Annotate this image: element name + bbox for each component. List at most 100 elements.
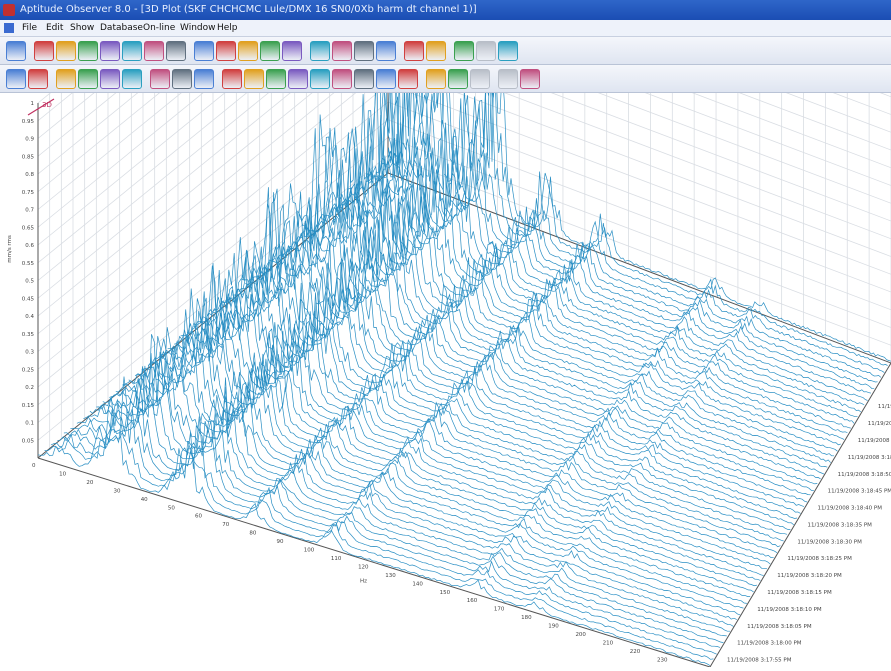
- x-tick-label: 0: [32, 463, 36, 469]
- zoom-out-icon[interactable]: [78, 69, 98, 89]
- disabled-icon[interactable]: [476, 41, 496, 61]
- marker-icon[interactable]: [6, 69, 26, 89]
- trend-icon[interactable]: [216, 41, 236, 61]
- shaft-icon[interactable]: [354, 41, 374, 61]
- cursor2-icon[interactable]: [172, 69, 192, 89]
- zoom-in-icon[interactable]: [56, 69, 76, 89]
- time-tick-label: 11/19/2008 3:18:25 PM: [787, 556, 852, 562]
- menu-online[interactable]: On-line: [143, 20, 175, 36]
- spectrum-trace: [155, 270, 771, 564]
- grid3-icon[interactable]: [244, 69, 264, 89]
- y-tick-label: 0.4: [25, 314, 34, 320]
- y-tick-label: 0.6: [25, 243, 34, 249]
- x-tick-label: 190: [548, 624, 559, 630]
- document-icon[interactable]: [4, 23, 14, 33]
- y-tick-label: 0.85: [22, 154, 35, 160]
- spectrum-trace: [57, 377, 720, 648]
- waterfall-plot[interactable]: 3D 0.05 0.1 0.15 0.2 0.25 0.3 0.35 0.4 0.45 0.5 0.5…: [0, 93, 891, 667]
- secondary-toolbar: [0, 65, 891, 93]
- window-icon[interactable]: [426, 69, 446, 89]
- x-tick-label: 70: [222, 522, 229, 528]
- time-tick-label: 11/19/2008 3:18:20 PM: [777, 573, 842, 579]
- spectrum-trace: [252, 196, 821, 479]
- spectrum-trace: [77, 353, 730, 631]
- orbit-icon[interactable]: [332, 41, 352, 61]
- grid2-icon[interactable]: [222, 69, 242, 89]
- window2-icon[interactable]: [448, 69, 468, 89]
- list-icon[interactable]: [260, 41, 280, 61]
- menu-window[interactable]: Window: [180, 20, 216, 36]
- menu-help[interactable]: Help: [217, 20, 238, 36]
- x-tick-label: 110: [331, 556, 342, 562]
- gear-icon[interactable]: [454, 41, 474, 61]
- time-tick-label: 11/19/2008 3:19:10 PM: [878, 404, 891, 410]
- link-icon[interactable]: [28, 69, 48, 89]
- y-tick-label: 0.8: [25, 172, 34, 178]
- y-tick-label: 0.95: [22, 119, 35, 125]
- x-tick-label: 220: [630, 649, 641, 655]
- time-tick-label: 11/19/2008 3:17:55 PM: [727, 658, 792, 664]
- y-tick-label: 0.35: [22, 332, 35, 338]
- x-tick-label: 40: [141, 497, 148, 503]
- time-tick-label: 11/19/2008 3:19:05 PM: [868, 421, 891, 427]
- time-tick-label: 11/19/2008 3:18:30 PM: [797, 539, 862, 545]
- x-tick-label: 10: [59, 471, 66, 477]
- cursor-icon[interactable]: [150, 69, 170, 89]
- menu-bar: File Edit Show Database On-line Window H…: [0, 20, 891, 37]
- column3-icon[interactable]: [354, 69, 374, 89]
- disabled2-icon[interactable]: [470, 69, 490, 89]
- print-icon[interactable]: [100, 69, 120, 89]
- column2-icon[interactable]: [332, 69, 352, 89]
- calendar-icon[interactable]: [520, 69, 540, 89]
- map-icon[interactable]: [310, 41, 330, 61]
- x-tick-label: 30: [114, 488, 121, 494]
- multi-trend-icon[interactable]: [426, 41, 446, 61]
- y-tick-label: 0.45: [22, 296, 35, 302]
- line-chart-icon[interactable]: [376, 41, 396, 61]
- new-icon[interactable]: [6, 41, 26, 61]
- menu-file[interactable]: File: [22, 20, 37, 36]
- menu-edit[interactable]: Edit: [46, 20, 63, 36]
- y-tick-label: 0.1: [25, 421, 34, 427]
- column4-icon[interactable]: [376, 69, 396, 89]
- time-tick-label: 11/19/2008 3:18:05 PM: [747, 624, 812, 630]
- y-tick-label: 0.3: [25, 350, 34, 356]
- bar-chart-icon[interactable]: [404, 41, 424, 61]
- alarm-icon[interactable]: [78, 41, 98, 61]
- time-tick-label: 11/19/2008 3:19:00 PM: [858, 438, 891, 444]
- y-tick-label: 0.55: [22, 261, 35, 267]
- y-tick-label: 0.9: [25, 137, 34, 143]
- x-tick-label: 140: [412, 581, 423, 587]
- spectrum-trace: [382, 93, 888, 365]
- network-icon[interactable]: [122, 41, 142, 61]
- export-icon[interactable]: [288, 69, 308, 89]
- cloud-icon[interactable]: [100, 41, 120, 61]
- spectrum-icon[interactable]: [194, 41, 214, 61]
- grid-icon[interactable]: [194, 69, 214, 89]
- menu-show[interactable]: Show: [70, 20, 94, 36]
- delete-icon[interactable]: [398, 69, 418, 89]
- waterfall-svg[interactable]: 3D0.050.10.150.20.250.30.350.40.450.50.5…: [0, 93, 891, 667]
- x-tick-label: 100: [304, 548, 315, 554]
- notes-icon[interactable]: [34, 41, 54, 61]
- arrow-icon[interactable]: [498, 41, 518, 61]
- time-tick-label: 11/19/2008 3:18:55 PM: [848, 455, 891, 461]
- tools-icon[interactable]: [144, 41, 164, 61]
- x-tick-label: 230: [657, 657, 668, 663]
- waveform-icon[interactable]: [238, 41, 258, 61]
- diagram-icon[interactable]: [282, 41, 302, 61]
- x-tick-label: 170: [494, 607, 505, 613]
- stop-icon[interactable]: [56, 41, 76, 61]
- disabled3-icon[interactable]: [498, 69, 518, 89]
- x-tick-label: 160: [467, 598, 478, 604]
- back-floor-line: [388, 173, 891, 363]
- spectrum-trace: [51, 402, 717, 654]
- refresh-icon[interactable]: [122, 69, 142, 89]
- x-axis-label: Hz: [360, 579, 367, 585]
- menu-database[interactable]: Database: [100, 20, 143, 36]
- grid4-icon[interactable]: [266, 69, 286, 89]
- y-tick-label: 0.7: [25, 208, 34, 214]
- column-icon[interactable]: [310, 69, 330, 89]
- y-tick-label: 0.05: [22, 438, 35, 444]
- hand-icon[interactable]: [166, 41, 186, 61]
